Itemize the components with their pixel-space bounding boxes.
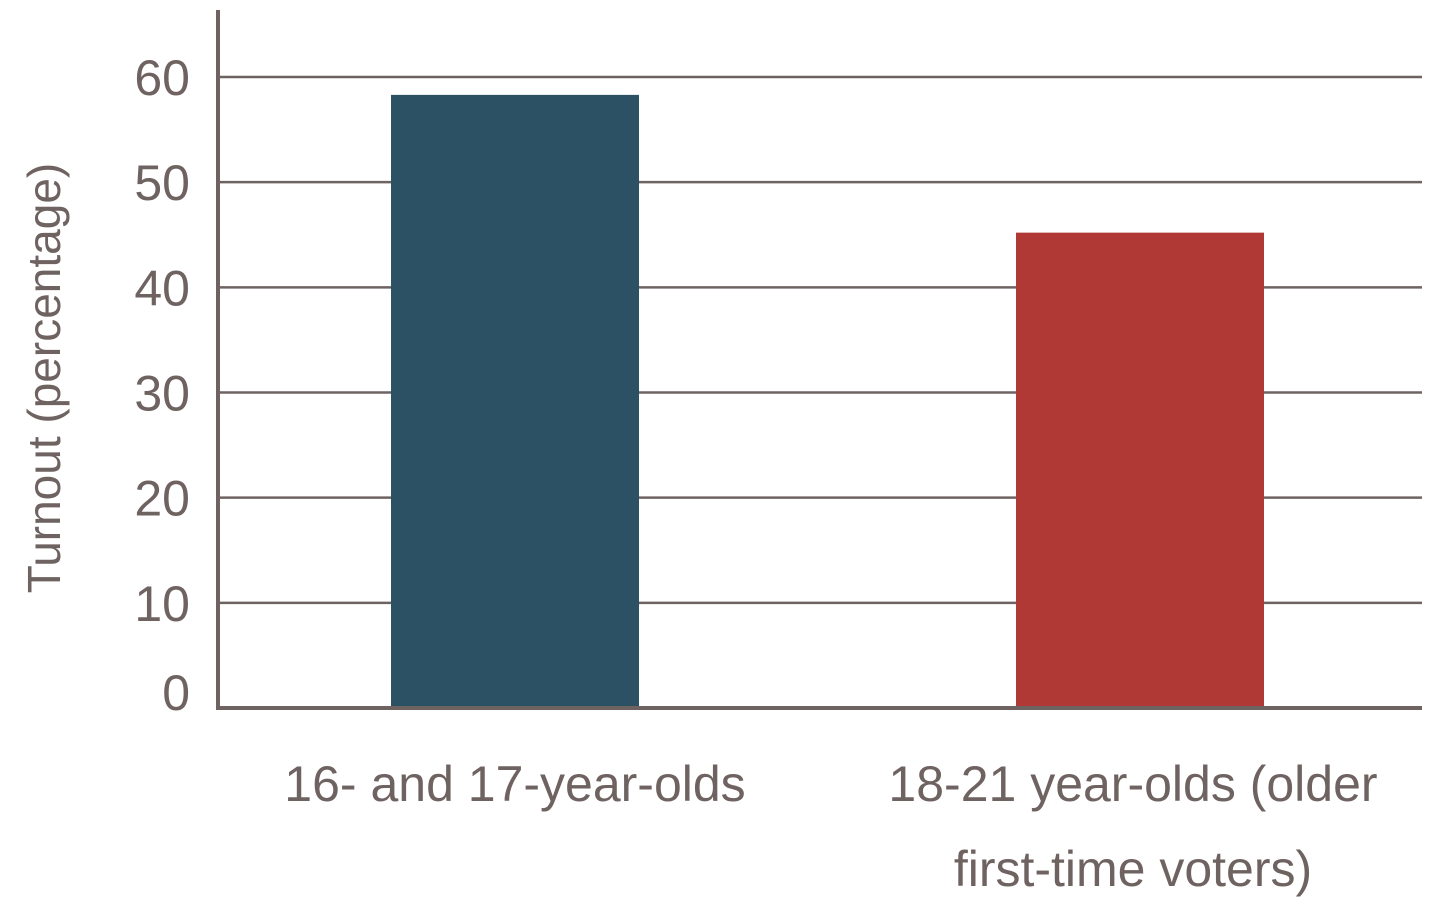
x-category-label: 16- and 17-year-olds <box>284 756 745 812</box>
y-tick-label: 40 <box>134 260 190 316</box>
y-tick-label: 50 <box>134 155 190 211</box>
y-tick-label: 60 <box>134 50 190 106</box>
x-category-label: 18-21 year-olds (older <box>888 756 1377 812</box>
y-tick-label: 0 <box>162 665 190 721</box>
y-tick-label: 30 <box>134 366 190 422</box>
bar <box>1016 232 1264 708</box>
axes <box>216 10 1422 710</box>
x-category-label: first-time voters) <box>954 841 1312 897</box>
y-tick-label: 20 <box>134 471 190 527</box>
y-axis-title: Turnout (percentage) <box>18 163 70 593</box>
y-tick-label: 10 <box>134 576 190 632</box>
x-category-labels: 16- and 17-year-olds 18-21 year-olds (old… <box>284 756 1377 897</box>
bar <box>391 94 639 708</box>
bars <box>391 94 1264 708</box>
y-tick-labels: 0 10 20 30 40 50 60 <box>134 50 190 721</box>
